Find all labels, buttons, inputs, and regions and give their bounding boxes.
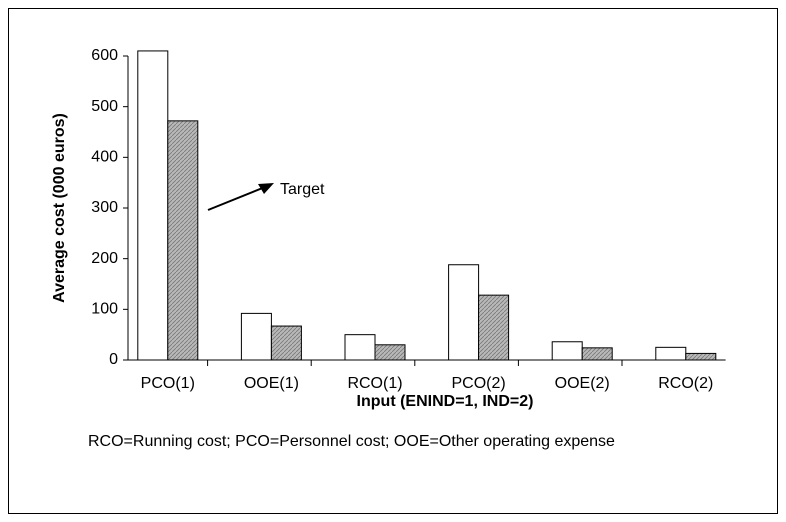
bar — [137, 50, 169, 361]
y-tick-label: 600 — [91, 47, 118, 64]
bar — [374, 344, 406, 361]
bar — [685, 352, 717, 361]
bar — [344, 334, 376, 361]
x-axis-label: Input (ENIND=1, IND=2) — [357, 393, 534, 410]
x-tick-label: PCO(1) — [141, 375, 195, 392]
y-tick-label: 400 — [91, 149, 118, 166]
y-tick-label: 100 — [91, 301, 118, 318]
bar — [581, 347, 613, 361]
note: RCO=Running cost; PCO=Personnel cost; OO… — [88, 433, 615, 450]
x-tick-label: OOE(2) — [555, 375, 610, 392]
y-tick-label: 0 — [109, 351, 118, 368]
bar — [167, 120, 199, 361]
bar — [478, 294, 510, 361]
y-tick-label: 200 — [91, 250, 118, 267]
annotation: Target — [280, 181, 325, 198]
x-tick-label: RCO(1) — [347, 375, 402, 392]
x-tick-label: PCO(2) — [451, 375, 505, 392]
y-axis-label: Average cost (000 euros) — [51, 113, 68, 303]
y-tick-label: 300 — [91, 199, 118, 216]
arrow-head — [258, 183, 274, 194]
bar — [655, 346, 687, 361]
bar — [270, 325, 302, 361]
bar — [448, 264, 480, 361]
y-tick-label: 500 — [91, 98, 118, 115]
bar — [551, 341, 583, 361]
arrow — [207, 184, 271, 211]
frame — [8, 8, 778, 514]
x-tick-label: RCO(2) — [658, 375, 713, 392]
bar — [240, 312, 272, 361]
x-tick-label: OOE(1) — [244, 375, 299, 392]
